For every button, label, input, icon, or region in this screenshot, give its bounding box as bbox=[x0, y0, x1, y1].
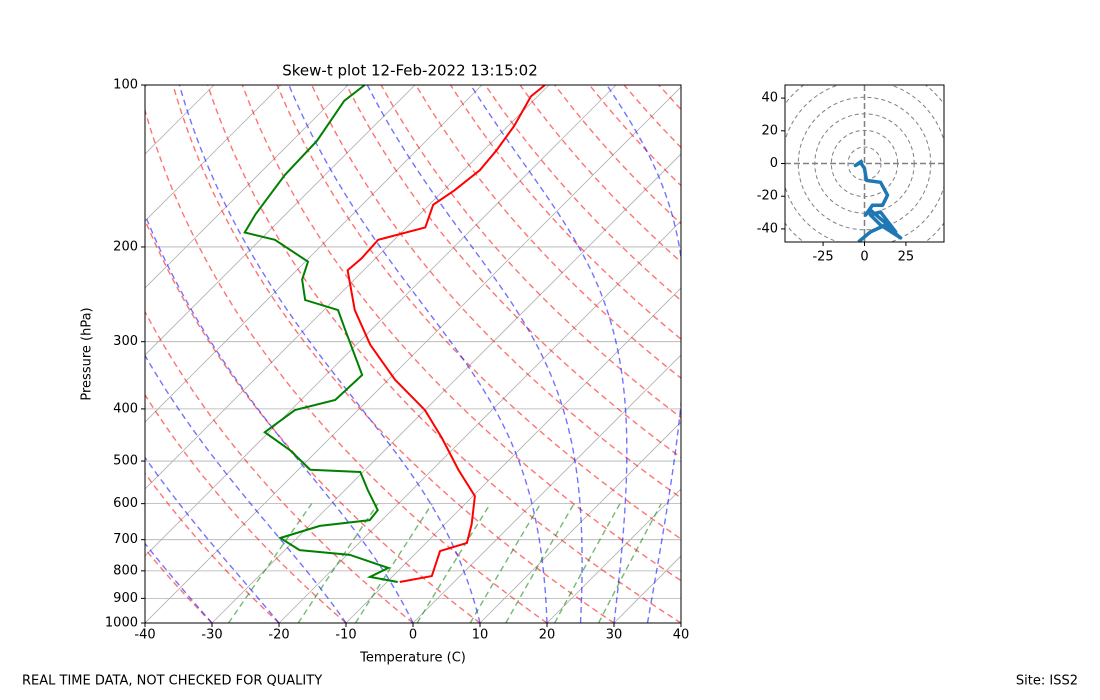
footer-right: Site: ISS2 bbox=[1016, 674, 1078, 689]
y-tick-label: 600 bbox=[113, 496, 138, 511]
moist-adiabat bbox=[178, 85, 481, 623]
y-tick-label: 40 bbox=[761, 91, 778, 106]
isotherm bbox=[145, 86, 681, 623]
x-tick-label: -10 bbox=[335, 628, 356, 643]
mixing-ratio-line bbox=[354, 503, 433, 623]
dry-adiabat bbox=[380, 85, 681, 419]
y-tick-label: 800 bbox=[113, 563, 138, 578]
dry-adiabat bbox=[145, 218, 481, 623]
x-tick-label: 10 bbox=[472, 628, 489, 643]
labels: Skew-t plot 12-Feb-2022 13:15:02 Tempera… bbox=[22, 62, 1078, 689]
moist-adiabat bbox=[470, 85, 628, 623]
moist-adiabat bbox=[288, 85, 548, 623]
moist-adiabat bbox=[145, 542, 213, 623]
mixing-ratio-line bbox=[297, 503, 379, 623]
y-tick-label: 0 bbox=[770, 156, 778, 171]
dry-adiabat bbox=[415, 85, 681, 380]
y-tick-label: 1000 bbox=[105, 616, 138, 631]
y-tick-label: 900 bbox=[113, 591, 138, 606]
dry-adiabat bbox=[145, 310, 414, 623]
profile-line bbox=[346, 85, 546, 583]
dry-adiabat bbox=[206, 85, 681, 623]
x-tick-label: -40 bbox=[134, 628, 155, 643]
y-tick-label: 200 bbox=[113, 239, 138, 254]
dry-adiabat bbox=[145, 547, 213, 623]
y-tick-label: -40 bbox=[757, 221, 778, 236]
dry-adiabat bbox=[145, 108, 548, 623]
mixing-ratio-line bbox=[227, 503, 313, 623]
isotherm bbox=[345, 287, 681, 623]
y-tick-label: 700 bbox=[113, 532, 138, 547]
isotherm bbox=[145, 85, 483, 423]
mixing-ratio-line bbox=[469, 503, 542, 623]
x-tick-label: 0 bbox=[860, 250, 868, 265]
isotherm bbox=[546, 488, 681, 623]
dry-adiabat bbox=[145, 472, 280, 623]
y-tick-label: 300 bbox=[113, 334, 138, 349]
moist-adiabat bbox=[145, 212, 414, 623]
profile-line bbox=[243, 85, 398, 583]
dry-adiabat bbox=[311, 85, 681, 499]
y-tick-label: -20 bbox=[757, 189, 778, 204]
dry-adiabat bbox=[276, 85, 681, 540]
x-tick-label: 0 bbox=[409, 628, 417, 643]
x-tick-label: 20 bbox=[539, 628, 556, 643]
x-axis-label: Temperature (C) bbox=[359, 651, 466, 666]
isotherm bbox=[278, 220, 681, 623]
y-tick-label: 500 bbox=[113, 454, 138, 469]
isotherm bbox=[145, 85, 617, 557]
y-tick-label: 400 bbox=[113, 401, 138, 416]
isotherm bbox=[145, 85, 349, 289]
chart-title: Skew-t plot 12-Feb-2022 13:15:02 bbox=[282, 62, 538, 80]
isotherm bbox=[412, 354, 681, 623]
x-tick-label: 40 bbox=[673, 628, 690, 643]
skewt-background bbox=[145, 85, 681, 623]
moist-adiabat bbox=[145, 456, 280, 623]
range-ring bbox=[847, 146, 882, 181]
isotherm bbox=[479, 421, 681, 623]
x-tick-label: -25 bbox=[812, 250, 833, 265]
dry-adiabat bbox=[145, 393, 347, 623]
isotherm bbox=[145, 85, 282, 222]
y-tick-label: 20 bbox=[761, 123, 778, 138]
x-tick-label: 25 bbox=[898, 250, 915, 265]
moist-adiabat bbox=[606, 85, 681, 623]
isotherm bbox=[145, 85, 416, 356]
hodograph-data bbox=[853, 159, 903, 242]
y-axis-label: Pressure (hPa) bbox=[80, 307, 95, 400]
isotherm bbox=[211, 153, 681, 623]
y-tick-label: 100 bbox=[113, 78, 138, 93]
mixing-ratio-line bbox=[416, 503, 491, 623]
hodograph-line bbox=[853, 159, 903, 242]
x-tick-label: -20 bbox=[268, 628, 289, 643]
skewt-data bbox=[243, 85, 546, 583]
dry-adiabat bbox=[241, 85, 681, 582]
isotherm bbox=[145, 85, 550, 490]
x-tick-label: 30 bbox=[606, 628, 623, 643]
dry-adiabat bbox=[449, 85, 681, 341]
x-tick-label: -30 bbox=[201, 628, 222, 643]
footer-left: REAL TIME DATA, NOT CHECKED FOR QUALITY bbox=[22, 674, 322, 689]
dry-adiabat bbox=[172, 85, 615, 623]
